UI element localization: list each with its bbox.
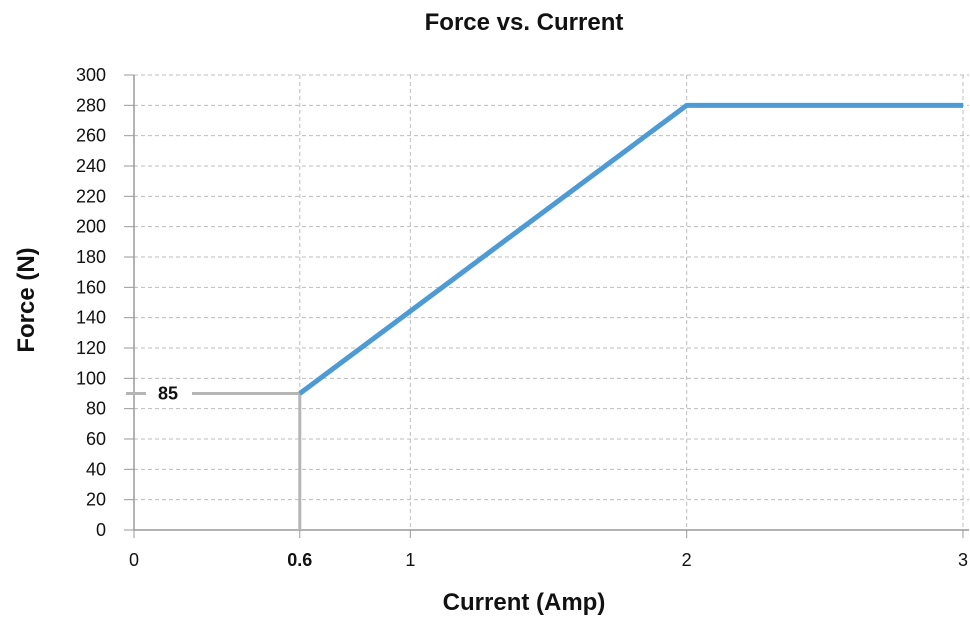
y-tick-label: 200 [76, 217, 106, 237]
y-tick-label: 260 [76, 126, 106, 146]
series-layer [298, 102, 963, 396]
y-tick-label: 40 [86, 459, 106, 479]
y-tick-label: 240 [76, 156, 106, 176]
y-tick-label: 100 [76, 368, 106, 388]
x-axis-title: Current (Amp) [443, 589, 606, 616]
series-line [298, 102, 963, 396]
y-tick-label: 140 [76, 308, 106, 328]
y-tick-label: 60 [86, 429, 106, 449]
y-tick-label: 280 [76, 95, 106, 115]
x-tick-label: 3 [958, 550, 968, 570]
x-tick-label: 1 [405, 550, 415, 570]
grid [134, 74, 969, 530]
x-tick-label: 0.6 [287, 550, 312, 570]
chart-title: Force vs. Current [425, 9, 624, 36]
axes [124, 74, 969, 538]
annotation: 85 [126, 382, 302, 530]
y-tick-label: 180 [76, 247, 106, 267]
y-tick-label: 300 [76, 65, 106, 85]
y-tick-label: 120 [76, 338, 106, 358]
y-tick-label: 220 [76, 186, 106, 206]
x-tick-label: 2 [682, 550, 692, 570]
y-tick-label: 160 [76, 277, 106, 297]
annotation-label: 85 [158, 384, 178, 404]
y-tick-label: 80 [86, 399, 106, 419]
annotation-label-bg [151, 382, 187, 405]
y-tick-label: 20 [86, 490, 106, 510]
y-tick-label: 0 [96, 520, 106, 540]
x-tick-label: 0 [129, 550, 139, 570]
y-axis-title: Force (N) [13, 247, 40, 352]
tick-labels: 0204060801001201401601802002202402602803… [76, 65, 968, 570]
